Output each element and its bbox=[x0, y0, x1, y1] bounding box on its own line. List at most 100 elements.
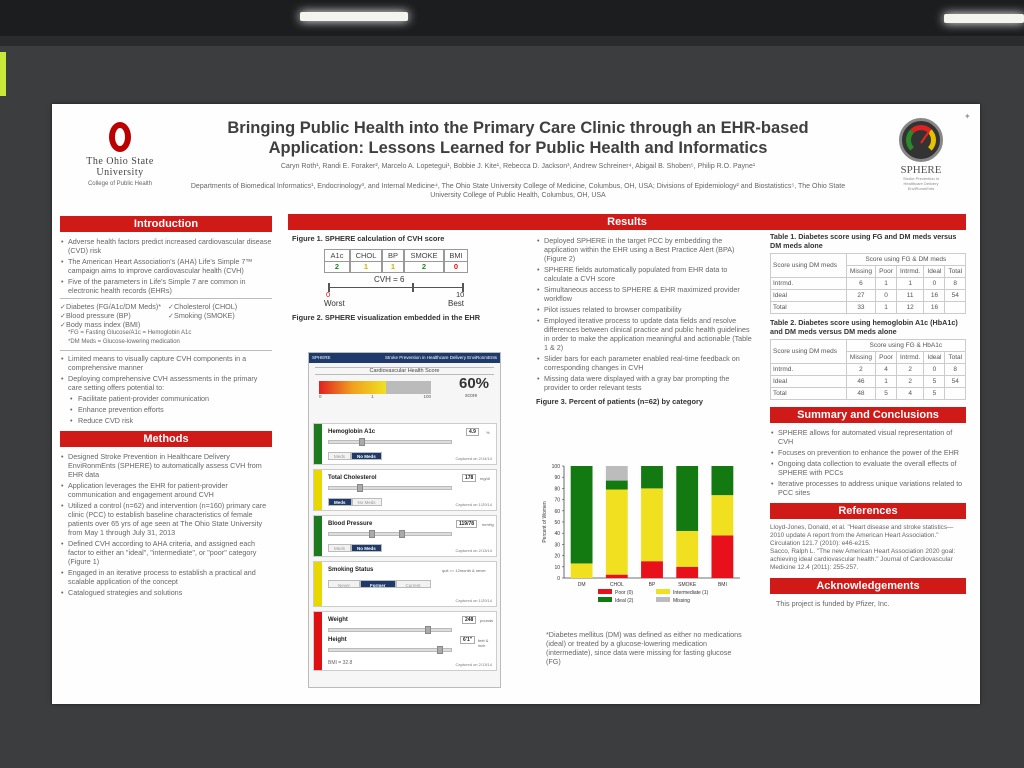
table-row-label: Ideal bbox=[770, 289, 847, 302]
table-row: Ideal 27 0 11 16 54 bbox=[770, 289, 966, 302]
table-cell: 5 bbox=[923, 375, 946, 388]
list-item: Focuses on prevention to enhance the pow… bbox=[770, 448, 966, 457]
table-row: Total 48 5 4 5 bbox=[770, 387, 966, 400]
chart-bar-segment bbox=[605, 480, 628, 490]
sphere-logo-sub: Stroke Prevention in Healthcare Delivery… bbox=[902, 176, 940, 191]
ehr-weight-name: Weight bbox=[328, 617, 348, 623]
cvh-min: 0 bbox=[326, 290, 331, 299]
figure-3-footnote: *Diabetes mellitus (DM) was defined as e… bbox=[546, 630, 742, 666]
cvh-factor-chol: CHOL 1 bbox=[350, 249, 382, 273]
list-item: Adverse health factors predict increased… bbox=[60, 237, 272, 255]
ehr-smoke-name: Smoking Status bbox=[328, 567, 374, 573]
ehr-card-chol: Total Cholesterol 178 mg/dl Meds No Meds … bbox=[313, 469, 497, 511]
list-item: Application leverages the EHR for patien… bbox=[60, 481, 272, 499]
table-header-cell: Total bbox=[944, 265, 966, 278]
chart-bar-segment bbox=[641, 488, 663, 562]
list-item: Deployed SPHERE in the target PCC by emb… bbox=[536, 236, 752, 263]
table-cell: 2 bbox=[895, 363, 925, 376]
cvh-factor-a1c: A1c 2 bbox=[324, 249, 350, 273]
table-cell: 11 bbox=[895, 289, 925, 302]
legend-label: Intermediate (1) bbox=[673, 590, 709, 596]
table-cell: 33 bbox=[845, 301, 877, 314]
no-meds-button[interactable]: No Meds bbox=[351, 498, 382, 506]
table-cell: 5 bbox=[923, 387, 946, 400]
ceiling bbox=[0, 0, 1024, 36]
y-tick-label: 60 bbox=[554, 509, 560, 515]
ehr-height-slider[interactable] bbox=[328, 646, 452, 654]
osu-logo-name: The Ohio State University bbox=[86, 156, 154, 178]
sphere-logo-text: SPHERE bbox=[900, 164, 942, 176]
cvh-max: 10 bbox=[456, 290, 465, 299]
cvh-parameter-list: ✓Diabetes (FG/A1c/DM Meds)* ✓Cholesterol… bbox=[60, 302, 272, 329]
chart-bar-segment bbox=[676, 466, 699, 531]
figure-1-caption: Figure 1. SPHERE calculation of CVH scor… bbox=[292, 234, 445, 243]
list-item: Reduce CVD risk bbox=[60, 416, 272, 425]
table-cell: 8 bbox=[944, 363, 966, 376]
cvh-score: CVH = 6 bbox=[374, 275, 405, 284]
table-row-label: Intrmd. bbox=[770, 277, 847, 290]
ehr-bp-value: 119/78 bbox=[456, 520, 478, 528]
no-meds-button[interactable]: No Meds bbox=[351, 544, 382, 552]
y-tick-label: 70 bbox=[554, 498, 560, 504]
check-item: ✓Blood pressure (BP) bbox=[60, 311, 131, 320]
legend-label: Ideal (2) bbox=[615, 598, 634, 604]
former-button[interactable]: Former bbox=[360, 580, 396, 588]
ehr-a1c-slider[interactable] bbox=[328, 438, 452, 446]
check-item: ✓Body mass index (BMI) bbox=[60, 320, 141, 329]
table-cell: 54 bbox=[944, 289, 966, 302]
never-button[interactable]: Never bbox=[328, 580, 361, 588]
table-cell: 8 bbox=[944, 277, 966, 290]
ehr-a1c-name: Hemoglobin A1c bbox=[328, 429, 376, 435]
ehr-score-bar bbox=[319, 381, 431, 394]
introduction-list-2: Limited means to visually capture CVH co… bbox=[60, 354, 272, 392]
wall-rail bbox=[0, 36, 1024, 46]
x-tick-label: BMI bbox=[718, 582, 727, 588]
list-item: Deploying comprehensive CVH assessments … bbox=[60, 374, 272, 392]
table-cell: 4 bbox=[895, 387, 925, 400]
ehr-score-title: Cardiovascular Health Score bbox=[315, 367, 494, 375]
ehr-card-bp: Blood Pressure 119/78 mmHg Meds No Meds C… bbox=[313, 515, 497, 557]
figure-1: Figure 1. SPHERE calculation of CVH scor… bbox=[292, 234, 502, 322]
table-cell: 1 bbox=[875, 301, 897, 314]
ceiling-light bbox=[300, 12, 408, 21]
chart-bar-segment bbox=[570, 563, 593, 578]
meds-button[interactable]: Meds bbox=[328, 544, 352, 552]
meds-button[interactable]: Meds bbox=[328, 452, 352, 460]
legend-label: Missing bbox=[673, 598, 690, 604]
list-item: SPHERE allows for automated visual repre… bbox=[770, 428, 966, 446]
y-tick-label: 40 bbox=[554, 531, 560, 537]
table-cell: 16 bbox=[923, 289, 946, 302]
table-header-cell: Poor bbox=[875, 265, 897, 278]
ehr-bp-name: Blood Pressure bbox=[328, 521, 373, 527]
table-cell: 2 bbox=[895, 375, 925, 388]
table-header-cell: Intrmd. bbox=[895, 351, 925, 364]
cvh-factor-bp: BP 1 bbox=[382, 249, 404, 273]
introduction-sub-list: Facilitate patient-provider communicatio… bbox=[60, 394, 272, 425]
poster: ✦ The Ohio State University College of P… bbox=[52, 104, 980, 704]
cvh-factor-smoke: SMOKE 2 bbox=[404, 249, 444, 273]
table-cell bbox=[944, 387, 966, 400]
ehr-bmi-text: BMI = 32.8 bbox=[328, 660, 353, 666]
ehr-chol-slider[interactable] bbox=[328, 484, 452, 492]
y-tick-label: 50 bbox=[554, 520, 560, 526]
reference-item: Sacco, Ralph L. "The new American Heart … bbox=[770, 548, 956, 571]
ehr-weight-slider[interactable] bbox=[328, 626, 452, 634]
x-tick-label: DM bbox=[578, 582, 586, 588]
methods-list: Designed Stroke Prevention in Healthcare… bbox=[60, 452, 272, 597]
table-row-label: Intrmd. bbox=[770, 363, 847, 376]
table-row: Ideal 46 1 2 5 54 bbox=[770, 375, 966, 388]
check-item: ✓Cholesterol (CHOL) bbox=[168, 302, 238, 311]
table-cell: 16 bbox=[923, 301, 946, 314]
ehr-brand-sub: Stroke Prevention in Healthcare Delivery… bbox=[384, 355, 497, 360]
check-item: ✓Diabetes (FG/A1c/DM Meds)* bbox=[60, 302, 162, 311]
introduction-heading: Introduction bbox=[60, 216, 272, 232]
table-header-cell: Total bbox=[944, 351, 966, 364]
meds-button[interactable]: Meds bbox=[328, 498, 352, 506]
y-tick-label: 90 bbox=[554, 475, 560, 481]
list-item: Facilitate patient-provider communicatio… bbox=[60, 394, 272, 403]
no-meds-button[interactable]: No Meds bbox=[351, 452, 382, 460]
list-item: Iterative processes to address unique va… bbox=[770, 479, 966, 497]
ehr-bp-slider[interactable] bbox=[328, 530, 452, 538]
ehr-chol-value: 178 bbox=[462, 474, 477, 482]
current-button[interactable]: Current bbox=[395, 580, 431, 588]
